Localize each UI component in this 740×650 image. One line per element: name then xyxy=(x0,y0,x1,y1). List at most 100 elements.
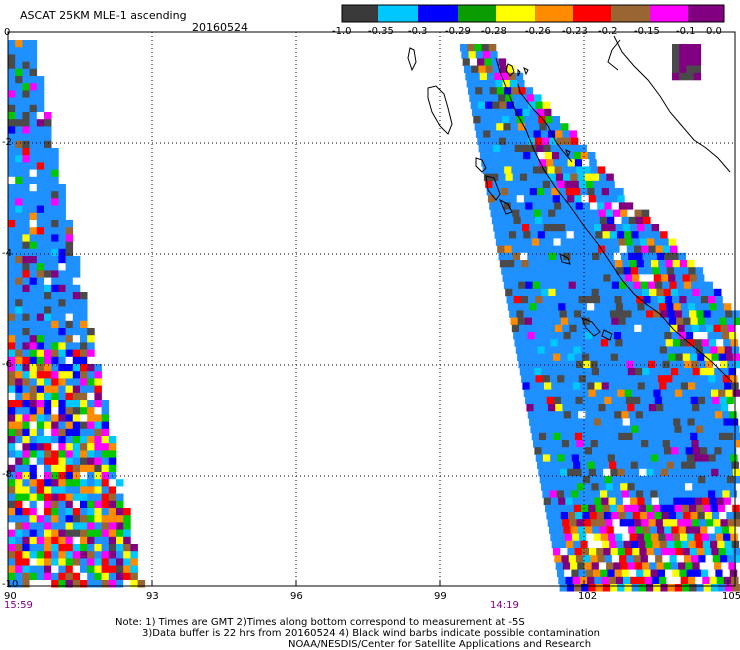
swath-cell xyxy=(15,292,23,300)
swath-cell xyxy=(94,385,102,394)
swath-cell xyxy=(733,396,740,405)
swath-cell xyxy=(8,212,16,221)
swath-cell xyxy=(645,504,654,513)
swath-cell xyxy=(494,72,502,81)
swath-cell xyxy=(593,180,601,189)
swath-cell xyxy=(636,533,645,542)
swath-cell xyxy=(101,529,110,538)
swath-cell xyxy=(581,274,590,282)
swath-cell xyxy=(8,356,16,365)
swath-cell xyxy=(596,548,604,556)
swath-cell xyxy=(585,332,593,340)
swath-cell xyxy=(8,472,16,480)
swath-cell xyxy=(8,54,16,62)
swath-cell xyxy=(679,296,687,304)
swath-cell xyxy=(558,188,567,196)
lat-label: 0 xyxy=(4,27,11,38)
swath-cell xyxy=(36,486,45,494)
swath-cell xyxy=(712,396,720,405)
swath-cell xyxy=(108,493,117,502)
enggano-island xyxy=(601,329,613,341)
swath-cell xyxy=(530,231,539,239)
swath-cell xyxy=(535,296,543,304)
swath-cell xyxy=(663,404,671,412)
swath-cell xyxy=(664,252,672,261)
product-title: ASCAT 25KM MLE-1 ascending xyxy=(20,9,187,22)
swath-cell xyxy=(526,209,535,218)
swath-cell xyxy=(15,126,23,134)
swath-cell xyxy=(22,421,30,430)
swath-cell xyxy=(15,184,23,192)
swath-cell xyxy=(101,551,110,559)
swath-cell xyxy=(527,137,536,146)
swath-cell xyxy=(36,198,45,206)
swath-cell xyxy=(72,428,81,437)
swath-cell xyxy=(15,392,23,401)
swath-cell xyxy=(574,274,583,282)
swath-cell xyxy=(44,364,52,372)
swath-cell xyxy=(674,584,683,592)
swath-cell xyxy=(491,173,499,182)
swath-cell xyxy=(706,404,714,412)
swath-cell xyxy=(51,450,59,458)
swath-cell xyxy=(535,375,544,383)
swath-cell xyxy=(625,317,634,326)
swath-cell xyxy=(585,375,594,383)
swath-cell xyxy=(714,526,723,534)
swath-cell xyxy=(472,72,481,81)
swath-cell xyxy=(534,94,542,102)
swath-cell xyxy=(730,533,738,542)
swath-cell xyxy=(44,400,52,408)
swath-cell xyxy=(600,260,609,268)
swath-cell xyxy=(542,454,551,462)
swath-cell xyxy=(609,310,618,318)
swath-cell xyxy=(546,123,555,131)
swath-cell xyxy=(732,425,740,434)
swath-cell xyxy=(686,44,694,52)
swath-cell xyxy=(94,500,102,509)
swath-cell xyxy=(553,238,561,246)
swath-cell xyxy=(702,576,710,585)
swath-cell xyxy=(618,432,626,441)
swath-cell xyxy=(22,263,30,271)
swath-cell xyxy=(8,529,16,538)
swath-cell xyxy=(634,368,643,376)
swath-cell xyxy=(508,267,516,275)
swath-cell xyxy=(673,303,681,311)
swath-cell xyxy=(697,432,705,441)
swath-cell xyxy=(531,238,540,246)
swath-cell xyxy=(471,108,480,117)
swath-cell xyxy=(44,392,52,401)
swath-cell xyxy=(669,281,677,290)
swath-cell xyxy=(628,296,637,304)
swath-cell xyxy=(484,58,492,66)
swath-cell xyxy=(527,411,536,419)
swath-cell xyxy=(633,281,641,290)
swath-cell xyxy=(723,533,731,542)
swath-cell xyxy=(80,356,88,365)
swath-cell xyxy=(630,346,639,354)
swath-cell xyxy=(613,447,622,455)
swath-cell xyxy=(703,310,712,318)
swath-cell xyxy=(626,440,635,448)
swath-cell xyxy=(530,425,538,434)
swath-cell xyxy=(601,267,610,275)
swath-cell xyxy=(669,555,678,563)
swath-cell xyxy=(36,580,45,588)
swath-cell xyxy=(689,274,698,282)
swath-cell xyxy=(588,274,597,282)
swath-cell xyxy=(656,288,664,297)
swath-cell xyxy=(539,396,547,405)
swath-cell xyxy=(510,159,518,167)
swath-cell xyxy=(652,346,661,354)
swath-cell xyxy=(15,342,23,350)
swath-cell xyxy=(643,569,651,578)
swath-cell xyxy=(44,248,52,257)
swath-cell xyxy=(647,555,656,563)
swath-cell xyxy=(734,440,740,448)
swath-cell xyxy=(51,299,59,307)
swath-cell xyxy=(492,144,501,153)
swath-cell xyxy=(611,555,620,563)
swath-cell xyxy=(556,137,564,146)
swath-cell xyxy=(674,310,683,318)
